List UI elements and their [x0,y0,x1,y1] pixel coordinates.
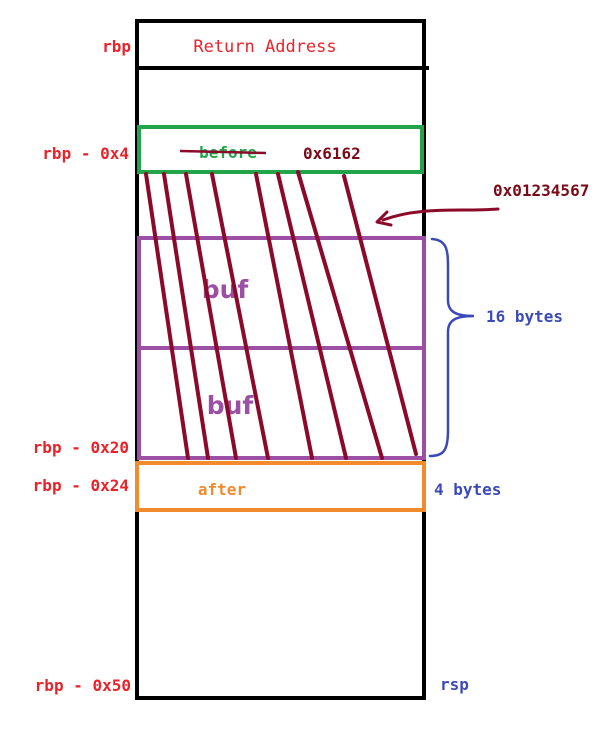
hatch-line [162,172,210,460]
cell-before-value: 0x6162 [303,144,361,163]
hatch-line [254,172,314,460]
overflow-value: 0x01234567 [493,181,589,200]
hatch-line [342,174,418,456]
label-rbp-minus-4: rbp - 0x4 [42,144,129,163]
after-box [135,461,426,512]
cell-return-address: Return Address [193,37,336,57]
hatch-line [276,172,348,460]
label-rbp-minus-50: rbp - 0x50 [35,676,131,695]
overflow-hatch [144,170,418,460]
after-size-label: 4 bytes [434,480,501,499]
hatch-line [144,172,190,460]
stack-frame [135,19,426,700]
overflow-arrow-head [375,210,393,227]
hatch-line [296,170,384,460]
before-box [137,125,424,174]
label-rbp-minus-24: rbp - 0x24 [33,476,129,495]
buf-size-brace [428,237,475,458]
overflow-arrow [381,207,500,222]
cell-after: after [198,480,246,499]
label-rbp: rbp [102,37,131,56]
cell-buf-lower: buf [207,391,255,420]
buf-box-lower [137,346,426,460]
label-rsp: rsp [440,675,469,694]
label-rbp-minus-20: rbp - 0x20 [33,438,129,457]
hatch-line [210,172,270,460]
before-strikethrough [179,149,267,155]
hatch-line [184,172,238,460]
buf-size-label: 16 bytes [486,307,563,326]
